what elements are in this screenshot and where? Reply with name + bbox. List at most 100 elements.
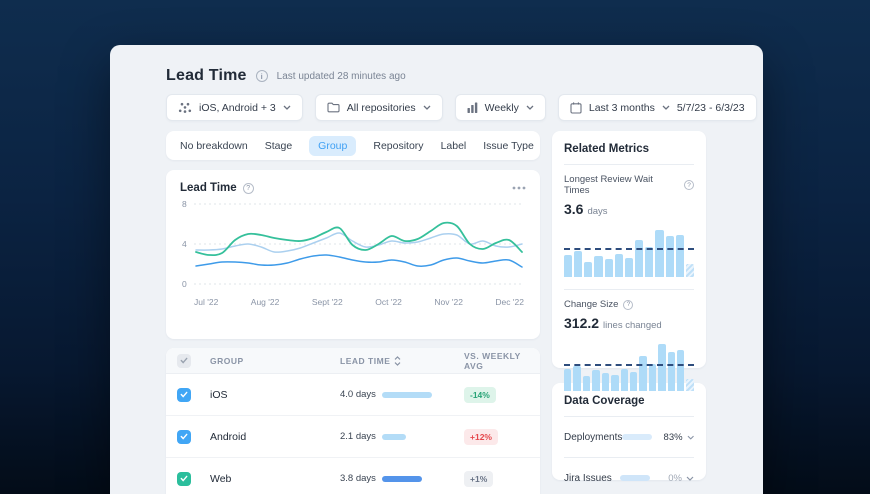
bar: [564, 368, 572, 391]
interval-filter[interactable]: Weekly: [454, 94, 546, 121]
tab-repository[interactable]: Repository: [373, 139, 424, 152]
change-size-label: Change Size: [564, 299, 619, 310]
review-wait-value: 3.6: [564, 201, 584, 217]
info-icon: i: [255, 70, 268, 82]
column-header-group[interactable]: GROUP: [210, 355, 244, 366]
y-axis-tick: 4: [182, 239, 187, 249]
main-column: No breakdown Stage Group Repository Labe…: [166, 131, 540, 494]
review-wait-value-row: 3.6 days: [564, 201, 694, 217]
coverage-row-deployments: Deployments 83%: [564, 426, 694, 448]
bar: [655, 229, 664, 277]
column-header-lead-time[interactable]: LEAD TIME: [340, 355, 391, 366]
tab-issue-type[interactable]: Issue Type: [483, 139, 534, 152]
data-coverage-card: Data Coverage Deployments 83% Jira Issue…: [552, 383, 706, 484]
chevron-down-icon[interactable]: [686, 476, 694, 481]
sidebar: Related Metrics Longest Review Wait Time…: [552, 131, 706, 494]
interval-filter-label: Weekly: [484, 101, 519, 114]
teams-filter-label: iOS, Android + 3: [199, 101, 276, 114]
row-checkbox[interactable]: [177, 471, 191, 486]
x-axis-labels: Jul '22 Aug '22 Sept '22 Oct '22 Nov '22 Dec …: [180, 297, 526, 307]
delta-badge: +12%: [464, 428, 498, 445]
date-range-filter[interactable]: Last 3 months 5/7/23 - 6/3/23: [557, 94, 757, 121]
line-chart-svg: [194, 203, 524, 285]
check-icon: [180, 475, 188, 482]
x-axis-tick: Nov '22: [434, 297, 463, 307]
lead-time-bar: [382, 475, 462, 482]
bar: [677, 350, 685, 391]
delta-badge: -14%: [464, 386, 496, 403]
repos-filter[interactable]: All repositories: [314, 94, 443, 121]
average-dashed-line: [564, 247, 694, 250]
bar: [667, 352, 676, 391]
tab-label[interactable]: Label: [440, 139, 467, 152]
chart-header: Lead Time ?: [180, 182, 526, 194]
lead-time-value: 4.0 days: [340, 389, 376, 400]
change-size-label-row: Change Size ?: [564, 299, 694, 310]
average-dashed-line: [564, 364, 694, 366]
bar: [639, 356, 647, 391]
date-range-value: 5/7/23 - 6/3/23: [676, 101, 745, 114]
review-wait-bar-chart: [564, 227, 695, 277]
bar: [658, 343, 666, 391]
coverage-label: Deployments: [564, 431, 623, 443]
bar: [629, 372, 638, 391]
bar: [620, 368, 628, 391]
review-wait-unit: days: [587, 206, 608, 217]
bar: [601, 373, 610, 391]
coverage-percent: 83%: [663, 431, 683, 443]
date-range-label: Last 3 months: [588, 101, 655, 114]
tab-group[interactable]: Group: [309, 135, 357, 156]
bar: [645, 247, 654, 277]
tab-stage[interactable]: Stage: [264, 139, 293, 152]
table-row-web[interactable]: Web 3.8 days +1%: [166, 458, 540, 494]
team-icon: [178, 102, 192, 113]
bar: [604, 259, 613, 277]
divider: [564, 289, 694, 290]
table-row-ios[interactable]: iOS 4.0 days -14%: [166, 374, 540, 416]
dashboard-card: Lead Time i Last updated 28 minutes ago …: [110, 45, 763, 494]
content-row: No breakdown Stage Group Repository Labe…: [166, 131, 706, 494]
teams-filter[interactable]: iOS, Android + 3: [166, 94, 303, 121]
chevron-down-icon: [662, 105, 670, 110]
series-green-line: [195, 221, 523, 257]
change-size-unit: lines changed: [603, 320, 662, 331]
bar: [573, 366, 581, 391]
check-icon: [180, 391, 188, 398]
column-header-vs-weekly-avg[interactable]: VS. WEEKLY AVG: [464, 350, 521, 371]
lead-time-bar: [382, 433, 462, 440]
sort-icon[interactable]: [394, 355, 401, 366]
bar: [665, 236, 674, 277]
bar: [614, 253, 623, 277]
coverage-row-jira-issues: Jira Issues 0%: [564, 467, 694, 489]
chevron-down-icon: [283, 105, 291, 110]
group-table: GROUP LEAD TIME VS. WEEKLY AVG: [166, 348, 540, 494]
y-axis-tick: 0: [182, 279, 187, 289]
chevron-down-icon[interactable]: [687, 435, 694, 440]
review-wait-label-row: Longest Review Wait Times ?: [564, 174, 694, 196]
coverage-progress-bar: [622, 434, 653, 440]
page-title: Lead Time: [166, 67, 247, 84]
table-row-android[interactable]: Android 2.1 days +12%: [166, 416, 540, 458]
row-checkbox[interactable]: [177, 387, 191, 402]
review-wait-label: Longest Review Wait Times: [564, 174, 653, 196]
help-icon: ?: [242, 182, 254, 194]
bar: [635, 239, 644, 277]
data-coverage-title: Data Coverage: [564, 395, 645, 407]
tab-no-breakdown[interactable]: No breakdown: [180, 139, 248, 152]
bar-projected: [685, 263, 695, 277]
row-checkbox[interactable]: [177, 429, 191, 444]
group-name: iOS: [210, 388, 228, 401]
change-size-bar-chart: [564, 341, 694, 391]
page-header: Lead Time i Last updated 28 minutes ago: [166, 67, 706, 85]
bar-projected: [686, 378, 694, 391]
x-axis-tick: Oct '22: [375, 297, 402, 307]
last-updated-text: Last updated 28 minutes ago: [276, 70, 406, 82]
bar: [611, 374, 619, 391]
x-axis-tick: Dec '22: [495, 297, 524, 307]
chevron-down-icon: [526, 105, 534, 110]
related-metrics-title: Related Metrics: [564, 143, 650, 155]
lead-time-line-chart: 8 4 0: [180, 198, 526, 294]
select-all-checkbox[interactable]: [177, 353, 191, 368]
chart-menu-button[interactable]: [512, 186, 526, 190]
group-name: Android: [210, 430, 247, 443]
